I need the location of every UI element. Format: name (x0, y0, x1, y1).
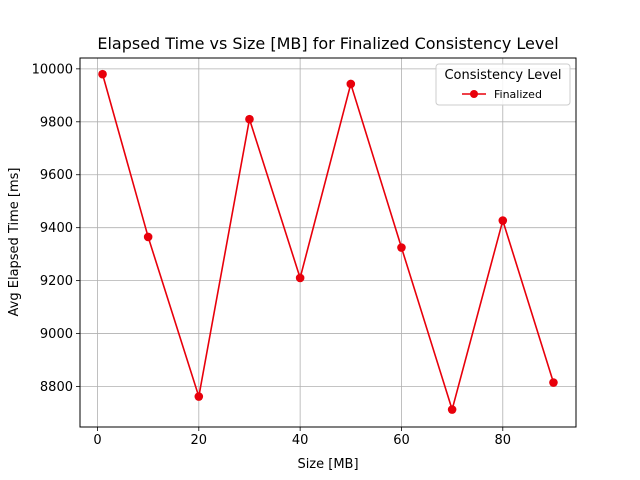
y-tick-label: 9200 (40, 274, 73, 289)
x-axis: 0 20 40 60 80 (93, 427, 511, 448)
y-tick-label: 10000 (32, 62, 73, 77)
y-axis-label: Avg Elapsed Time [ms] (7, 168, 22, 317)
series-line-finalized (101, 73, 555, 411)
data-point (143, 232, 153, 242)
data-point (295, 273, 305, 283)
x-tick-label: 80 (495, 433, 512, 448)
x-tick-label: 0 (93, 433, 101, 448)
x-tick-label: 20 (191, 433, 208, 448)
data-point (194, 392, 204, 401)
legend-label-finalized: Finalized (494, 88, 542, 101)
data-point (346, 79, 356, 89)
plot-frame (79, 57, 577, 428)
y-tick-label: 9000 (40, 327, 73, 342)
grid (80, 58, 576, 427)
y-axis: 8800 9000 9200 9400 9600 9800 10000 (32, 62, 80, 395)
data-point (549, 378, 558, 387)
data-point (397, 243, 406, 252)
x-tick-label: 40 (292, 433, 309, 448)
x-tick-label: 60 (393, 433, 410, 448)
legend-title: Consistency Level (444, 68, 561, 83)
data-point (98, 69, 107, 79)
data-point (498, 216, 508, 225)
y-tick-label: 8800 (40, 380, 73, 395)
legend-marker-finalized (470, 90, 478, 98)
y-tick-label: 9400 (40, 221, 73, 236)
chart-title: Elapsed Time vs Size [MB] for Finalized … (97, 34, 558, 53)
y-tick-label: 9800 (40, 115, 73, 130)
data-point (447, 405, 457, 414)
data-point (245, 114, 254, 124)
series-finalized (98, 69, 558, 414)
x-axis-label: Size [MB] (297, 457, 358, 472)
y-tick-label: 9600 (40, 168, 73, 183)
legend: Consistency Level Finalized (435, 63, 571, 106)
